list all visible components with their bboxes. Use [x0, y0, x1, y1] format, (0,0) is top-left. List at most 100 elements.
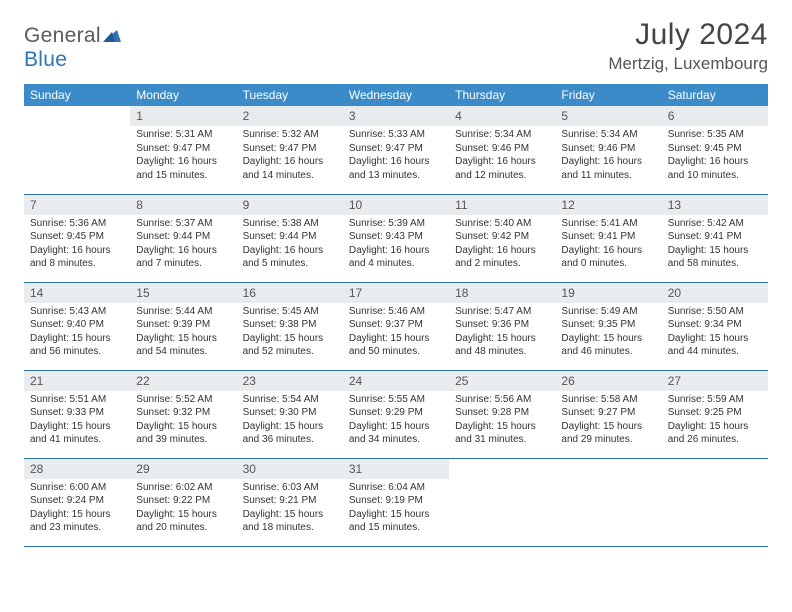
daylight-text: Daylight: 15 hours and 44 minutes.	[668, 332, 762, 359]
day-number: 20	[662, 283, 768, 303]
day-body: Sunrise: 5:33 AMSunset: 9:47 PMDaylight:…	[343, 126, 449, 188]
day-body: Sunrise: 5:36 AMSunset: 9:45 PMDaylight:…	[24, 215, 130, 277]
day-cell: 13Sunrise: 5:42 AMSunset: 9:41 PMDayligh…	[662, 194, 768, 282]
sunrise-text: Sunrise: 5:43 AM	[30, 305, 124, 319]
week-row: 14Sunrise: 5:43 AMSunset: 9:40 PMDayligh…	[24, 282, 768, 370]
sunset-text: Sunset: 9:34 PM	[668, 318, 762, 332]
sunset-text: Sunset: 9:39 PM	[136, 318, 230, 332]
sunset-text: Sunset: 9:25 PM	[668, 406, 762, 420]
daylight-text: Daylight: 16 hours and 10 minutes.	[668, 155, 762, 182]
day-cell: 6Sunrise: 5:35 AMSunset: 9:45 PMDaylight…	[662, 106, 768, 194]
day-number: 31	[343, 459, 449, 479]
dow-header: Thursday	[449, 84, 555, 106]
day-body: Sunrise: 5:38 AMSunset: 9:44 PMDaylight:…	[237, 215, 343, 277]
daylight-text: Daylight: 16 hours and 15 minutes.	[136, 155, 230, 182]
daylight-text: Daylight: 15 hours and 29 minutes.	[561, 420, 655, 447]
dow-header: Monday	[130, 84, 236, 106]
sunrise-text: Sunrise: 6:00 AM	[30, 481, 124, 495]
day-number: 9	[237, 195, 343, 215]
sunset-text: Sunset: 9:33 PM	[30, 406, 124, 420]
day-cell: 21Sunrise: 5:51 AMSunset: 9:33 PMDayligh…	[24, 370, 130, 458]
sunset-text: Sunset: 9:36 PM	[455, 318, 549, 332]
day-number: 6	[662, 106, 768, 126]
day-cell: 4Sunrise: 5:34 AMSunset: 9:46 PMDaylight…	[449, 106, 555, 194]
sunrise-text: Sunrise: 5:34 AM	[455, 128, 549, 142]
sunrise-text: Sunrise: 5:42 AM	[668, 217, 762, 231]
sunset-text: Sunset: 9:45 PM	[30, 230, 124, 244]
brand-text: GeneralBlue	[24, 24, 121, 72]
day-body: Sunrise: 5:54 AMSunset: 9:30 PMDaylight:…	[237, 391, 343, 453]
day-cell: .	[449, 458, 555, 546]
day-body: Sunrise: 6:02 AMSunset: 9:22 PMDaylight:…	[130, 479, 236, 541]
sunrise-text: Sunrise: 5:38 AM	[243, 217, 337, 231]
day-cell: 16Sunrise: 5:45 AMSunset: 9:38 PMDayligh…	[237, 282, 343, 370]
day-body: Sunrise: 5:31 AMSunset: 9:47 PMDaylight:…	[130, 126, 236, 188]
sunrise-text: Sunrise: 5:55 AM	[349, 393, 443, 407]
sunset-text: Sunset: 9:46 PM	[561, 142, 655, 156]
month-title: July 2024	[608, 18, 768, 52]
daylight-text: Daylight: 16 hours and 14 minutes.	[243, 155, 337, 182]
sunset-text: Sunset: 9:22 PM	[136, 494, 230, 508]
sunset-text: Sunset: 9:27 PM	[561, 406, 655, 420]
week-row: 7Sunrise: 5:36 AMSunset: 9:45 PMDaylight…	[24, 194, 768, 282]
sunset-text: Sunset: 9:44 PM	[136, 230, 230, 244]
day-cell: 9Sunrise: 5:38 AMSunset: 9:44 PMDaylight…	[237, 194, 343, 282]
sunset-text: Sunset: 9:35 PM	[561, 318, 655, 332]
day-body: Sunrise: 5:46 AMSunset: 9:37 PMDaylight:…	[343, 303, 449, 365]
sunset-text: Sunset: 9:38 PM	[243, 318, 337, 332]
sunset-text: Sunset: 9:32 PM	[136, 406, 230, 420]
week-row: 28Sunrise: 6:00 AMSunset: 9:24 PMDayligh…	[24, 458, 768, 546]
day-number: 16	[237, 283, 343, 303]
daylight-text: Daylight: 15 hours and 39 minutes.	[136, 420, 230, 447]
day-body: Sunrise: 5:39 AMSunset: 9:43 PMDaylight:…	[343, 215, 449, 277]
day-number: 19	[555, 283, 661, 303]
day-number: 29	[130, 459, 236, 479]
day-body: Sunrise: 5:51 AMSunset: 9:33 PMDaylight:…	[24, 391, 130, 453]
dow-header: Tuesday	[237, 84, 343, 106]
day-number: 13	[662, 195, 768, 215]
sunset-text: Sunset: 9:47 PM	[243, 142, 337, 156]
sunset-text: Sunset: 9:47 PM	[349, 142, 443, 156]
day-cell: 28Sunrise: 6:00 AMSunset: 9:24 PMDayligh…	[24, 458, 130, 546]
sunset-text: Sunset: 9:47 PM	[136, 142, 230, 156]
dow-row: SundayMondayTuesdayWednesdayThursdayFrid…	[24, 84, 768, 106]
day-number: 14	[24, 283, 130, 303]
daylight-text: Daylight: 16 hours and 7 minutes.	[136, 244, 230, 271]
day-cell: 29Sunrise: 6:02 AMSunset: 9:22 PMDayligh…	[130, 458, 236, 546]
sunset-text: Sunset: 9:21 PM	[243, 494, 337, 508]
day-body: Sunrise: 5:40 AMSunset: 9:42 PMDaylight:…	[449, 215, 555, 277]
day-number: 25	[449, 371, 555, 391]
daylight-text: Daylight: 15 hours and 41 minutes.	[30, 420, 124, 447]
logo-triangle-icon	[103, 24, 121, 48]
day-number: 23	[237, 371, 343, 391]
daylight-text: Daylight: 15 hours and 36 minutes.	[243, 420, 337, 447]
sunset-text: Sunset: 9:46 PM	[455, 142, 549, 156]
sunrise-text: Sunrise: 6:03 AM	[243, 481, 337, 495]
calendar-table: SundayMondayTuesdayWednesdayThursdayFrid…	[24, 84, 768, 547]
sunrise-text: Sunrise: 5:33 AM	[349, 128, 443, 142]
day-number: 11	[449, 195, 555, 215]
sunrise-text: Sunrise: 5:39 AM	[349, 217, 443, 231]
day-cell: 7Sunrise: 5:36 AMSunset: 9:45 PMDaylight…	[24, 194, 130, 282]
day-cell: .	[555, 458, 661, 546]
daylight-text: Daylight: 15 hours and 58 minutes.	[668, 244, 762, 271]
day-body: Sunrise: 5:55 AMSunset: 9:29 PMDaylight:…	[343, 391, 449, 453]
day-number: 10	[343, 195, 449, 215]
daylight-text: Daylight: 15 hours and 18 minutes.	[243, 508, 337, 535]
day-cell: .	[662, 458, 768, 546]
day-number: 1	[130, 106, 236, 126]
day-body: Sunrise: 5:34 AMSunset: 9:46 PMDaylight:…	[555, 126, 661, 188]
day-body: Sunrise: 5:45 AMSunset: 9:38 PMDaylight:…	[237, 303, 343, 365]
sunset-text: Sunset: 9:24 PM	[30, 494, 124, 508]
sunrise-text: Sunrise: 6:02 AM	[136, 481, 230, 495]
sunset-text: Sunset: 9:44 PM	[243, 230, 337, 244]
sunrise-text: Sunrise: 5:50 AM	[668, 305, 762, 319]
sunrise-text: Sunrise: 5:52 AM	[136, 393, 230, 407]
day-number: 3	[343, 106, 449, 126]
daylight-text: Daylight: 15 hours and 56 minutes.	[30, 332, 124, 359]
day-body: Sunrise: 6:03 AMSunset: 9:21 PMDaylight:…	[237, 479, 343, 541]
day-body: Sunrise: 5:52 AMSunset: 9:32 PMDaylight:…	[130, 391, 236, 453]
day-cell: 2Sunrise: 5:32 AMSunset: 9:47 PMDaylight…	[237, 106, 343, 194]
dow-header: Saturday	[662, 84, 768, 106]
sunrise-text: Sunrise: 5:40 AM	[455, 217, 549, 231]
